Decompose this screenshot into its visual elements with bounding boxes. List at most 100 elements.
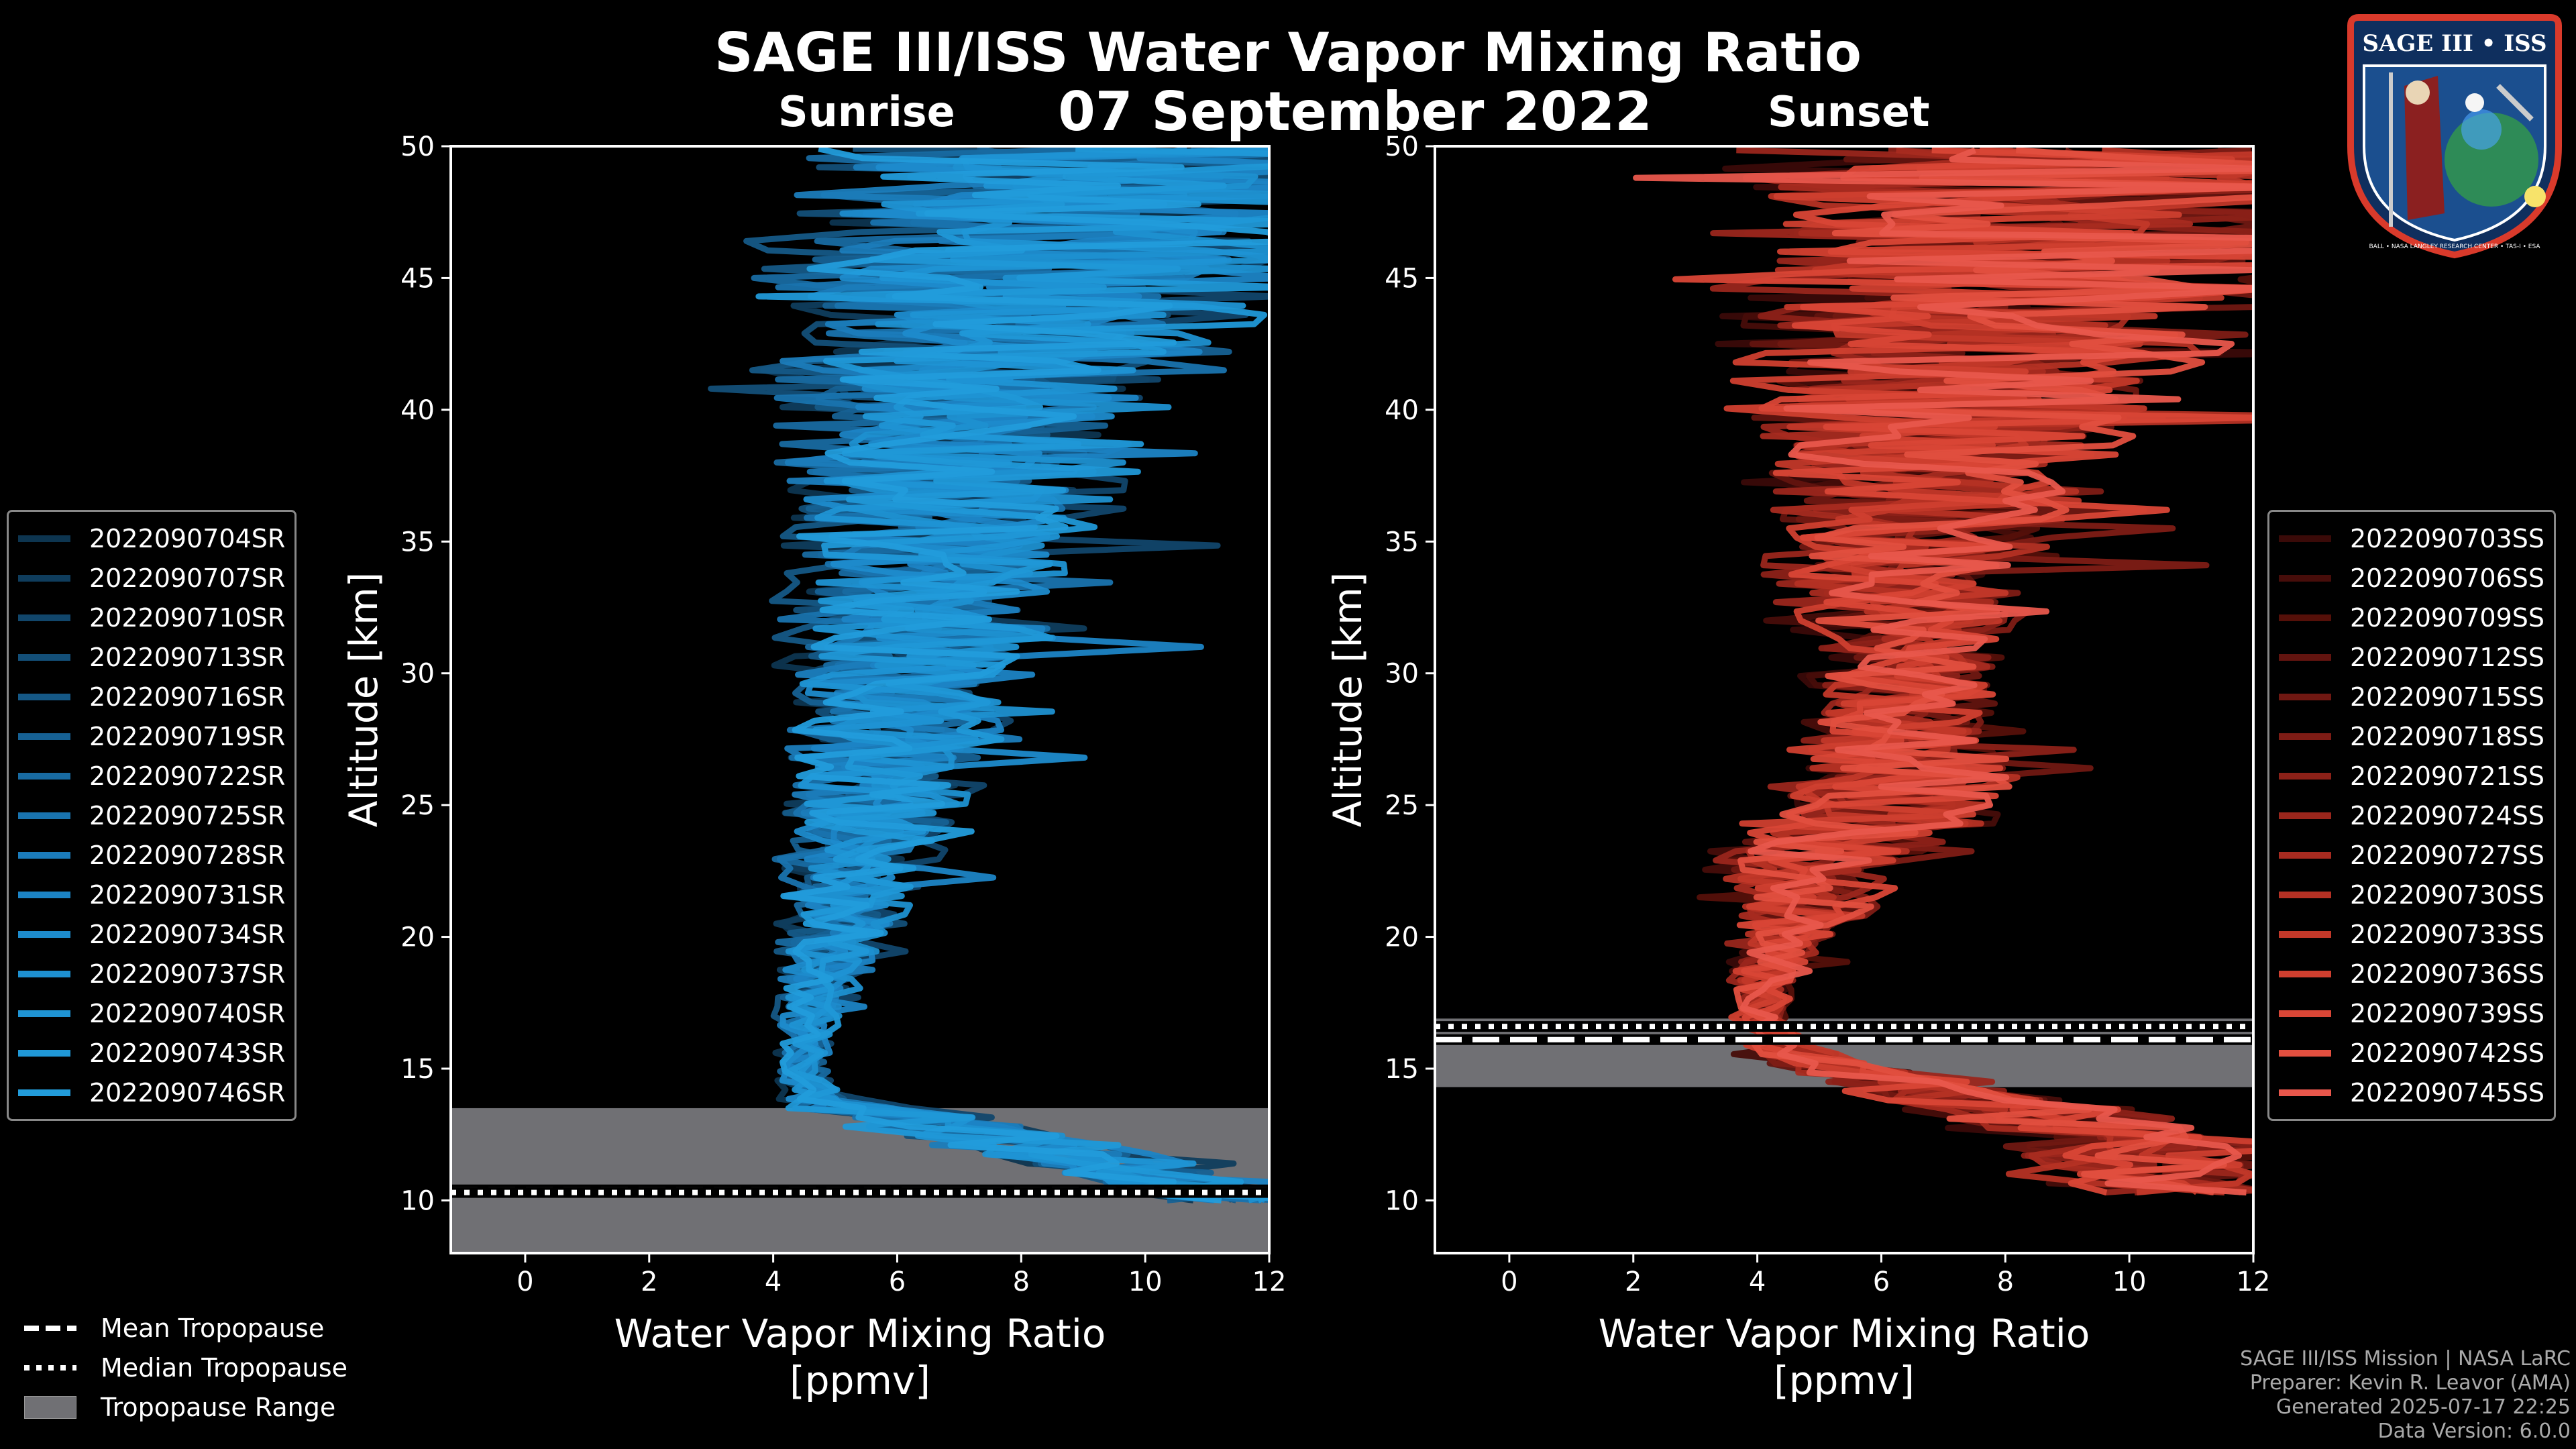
x-tick-label: 10 (1128, 1267, 1163, 1297)
y-tick-label: 25 (400, 790, 435, 821)
sunset-subtitle: Sunset (1768, 87, 1930, 136)
x-axis-label: [ppmv] (790, 1358, 930, 1403)
legend-label: Median Tropopause (101, 1352, 347, 1383)
legend-label: 2022090731SR (89, 879, 286, 910)
y-tick-label: 20 (1385, 922, 1419, 953)
legend-entry: 2022090704SR (18, 519, 285, 558)
profile-line-2022090740SR (785, 146, 1269, 1203)
legend-entry: 2022090712SS (2279, 637, 2544, 677)
x-tick-label: 0 (1501, 1267, 1517, 1297)
footer-credits: SAGE III/ISS Mission | NASA LaRC Prepare… (2240, 1347, 2571, 1444)
legend-entry: 2022090733SS (2279, 914, 2544, 954)
legend-label: 2022090707SR (89, 563, 286, 593)
legend-swatch (2279, 970, 2331, 977)
sage-iii-iss-logo: SAGE III • ISS BALL • NASA LANGLEY RESEA… (2347, 14, 2562, 259)
logo-ring-text: BALL • NASA LANGLEY RESEARCH CENTER • TA… (2369, 244, 2540, 250)
y-tick-label: 50 (1385, 131, 1419, 162)
legend-entry: 2022090739SS (2279, 994, 2544, 1033)
legend-entry: 2022090725SR (18, 796, 285, 835)
legend-entry: 2022090727SS (2279, 835, 2544, 875)
legend-entry: 2022090745SS (2279, 1073, 2544, 1112)
x-tick-label: 4 (1749, 1267, 1766, 1297)
legend-label: 2022090721SS (2350, 761, 2545, 791)
legend-label: 2022090739SS (2350, 998, 2545, 1028)
legend-entry: 2022090709SS (2279, 598, 2544, 637)
y-axis-label: Altitude [km] (341, 572, 386, 827)
legend-tropopause-range: Tropopause Range (24, 1387, 347, 1427)
legend-swatch (2279, 535, 2331, 542)
footer-mission: SAGE III/ISS Mission | NASA LaRC (2240, 1347, 2571, 1371)
legend-label: 2022090728SR (89, 840, 286, 870)
legend-swatch (2279, 851, 2331, 859)
y-tick-label: 30 (1385, 659, 1419, 690)
chart-date: 07 September 2022 (1058, 80, 1652, 143)
x-axis-label: Water Vapor Mixing Ratio (614, 1311, 1106, 1356)
legend-label: 2022090742SS (2350, 1038, 2545, 1068)
x-tick-label: 12 (2237, 1267, 2271, 1297)
y-tick-label: 25 (1385, 790, 1419, 821)
y-tick-label: 15 (1385, 1054, 1419, 1085)
sunrise-panel: 0 2 4 6 8 10 12 10 15 20 25 30 35 40 45 50 Water Vapor M… (341, 131, 1287, 1403)
legend-entry: 2022090713SR (18, 637, 285, 677)
y-tick-label: 50 (400, 131, 435, 162)
legend-swatch (18, 812, 70, 819)
legend-entry: 2022090743SR (18, 1033, 285, 1073)
legend-entry: 2022090731SR (18, 875, 285, 914)
profiles-group (1633, 147, 2253, 1196)
legend-swatch (18, 693, 70, 700)
legend-label: 2022090715SS (2350, 682, 2545, 712)
x-axis-label: [ppmv] (1774, 1358, 1915, 1403)
dashed-line-swatch (24, 1325, 76, 1331)
legend-swatch (18, 535, 70, 542)
legend-label: 2022090746SR (89, 1077, 286, 1108)
legend-label: 2022090740SR (89, 998, 286, 1028)
legend-label: 2022090716SR (89, 682, 286, 712)
legend-entry: 2022090736SS (2279, 954, 2544, 994)
legend-label: 2022090706SS (2350, 563, 2545, 593)
legend-entry: 2022090719SR (18, 716, 285, 756)
x-tick-label: 8 (1013, 1267, 1030, 1297)
x-tick-label: 2 (1625, 1267, 1642, 1297)
legend-entry: 2022090746SR (18, 1073, 285, 1112)
legend-swatch (2279, 772, 2331, 780)
legend-swatch (2279, 733, 2331, 740)
legend-entry: 2022090734SR (18, 914, 285, 954)
legend-label: 2022090730SS (2350, 879, 2545, 910)
legend-swatch (18, 1049, 70, 1057)
legend-swatch (18, 733, 70, 740)
legend-entry: 2022090730SS (2279, 875, 2544, 914)
legend-label: Tropopause Range (101, 1392, 336, 1422)
legend-label: 2022090722SR (89, 761, 286, 791)
legend-swatch (2279, 930, 2331, 938)
legend-label: 2022090737SR (89, 959, 286, 989)
legend-swatch (18, 970, 70, 977)
legend-label: 2022090718SS (2350, 721, 2545, 751)
legend-label: 2022090734SR (89, 919, 286, 949)
legend-label: 2022090719SR (89, 721, 286, 751)
y-tick-label: 30 (400, 659, 435, 690)
plot-frame (1434, 145, 2255, 1254)
legend-entry: 2022090740SR (18, 994, 285, 1033)
x-tick-label: 2 (641, 1267, 657, 1297)
y-tick-label: 40 (400, 395, 435, 426)
sunset-legend: 2022090703SS 2022090706SS 2022090709SS 2022… (2267, 510, 2557, 1121)
legend-swatch (18, 891, 70, 898)
legend-swatch (2279, 693, 2331, 700)
y-tick-label: 15 (400, 1054, 435, 1085)
legend-entry: 2022090722SR (18, 756, 285, 796)
legend-swatch (2279, 812, 2331, 819)
legend-swatch (2279, 891, 2331, 898)
legend-median-tropopause: Median Tropopause (24, 1348, 347, 1387)
legend-entry: 2022090707SR (18, 558, 285, 598)
legend-swatch (2279, 1049, 2331, 1057)
x-tick-label: 4 (765, 1267, 782, 1297)
legend-label: 2022090712SS (2350, 642, 2545, 672)
footer-generated: Generated 2025-07-17 22:25 (2275, 1395, 2571, 1419)
legend-label: Mean Tropopause (101, 1313, 325, 1343)
x-tick-label: 12 (1252, 1267, 1287, 1297)
legend-entry: 2022090715SS (2279, 677, 2544, 716)
legend-entry: 2022090724SS (2279, 796, 2544, 835)
legend-label: 2022090733SS (2350, 919, 2545, 949)
